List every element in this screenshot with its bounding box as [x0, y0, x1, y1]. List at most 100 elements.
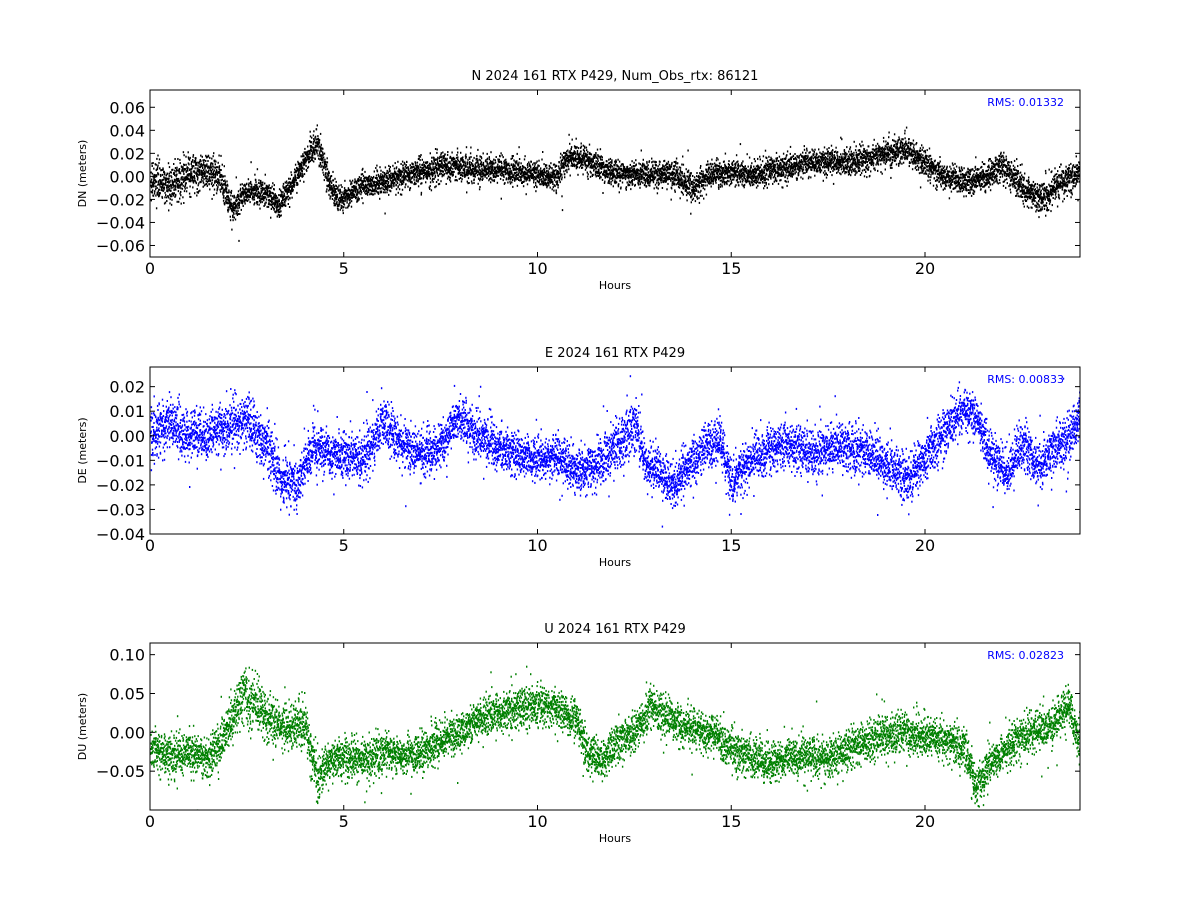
data-point: [536, 176, 539, 179]
data-point: [516, 184, 519, 187]
data-point: [168, 209, 170, 212]
data-point: [567, 164, 569, 167]
data-point: [528, 170, 531, 173]
data-point: [474, 170, 476, 173]
data-point: [303, 151, 305, 154]
data-point: [646, 173, 649, 176]
data-point: [205, 175, 207, 178]
data-point: [241, 190, 244, 193]
data-point: [535, 161, 537, 164]
data-point: [268, 199, 270, 201]
data-point: [364, 190, 367, 193]
data-point: [183, 168, 185, 170]
data-point: [435, 185, 437, 188]
data-point: [533, 169, 536, 172]
data-point: [391, 184, 393, 187]
data-point: [231, 208, 233, 210]
data-point: [437, 175, 440, 177]
data-point: [550, 173, 552, 176]
data-point: [201, 171, 203, 174]
data-point: [220, 176, 222, 178]
data-point: [519, 168, 522, 171]
data-point: [545, 184, 547, 187]
data-point: [640, 173, 642, 176]
data-point: [482, 175, 484, 178]
data-point: [654, 176, 657, 179]
data-point: [470, 146, 472, 149]
data-point: [198, 173, 201, 176]
data-point: [601, 162, 604, 164]
data-point: [661, 171, 663, 174]
data-point: [253, 186, 255, 189]
data-point: [368, 185, 371, 188]
data-point: [504, 171, 506, 174]
data-point: [646, 168, 648, 171]
data-point: [471, 182, 473, 185]
data-point: [607, 167, 610, 170]
data-point: [604, 176, 606, 179]
data-point: [287, 187, 289, 190]
data-point: [265, 198, 268, 201]
data-point: [188, 157, 190, 160]
data-point: [278, 198, 280, 201]
data-point: [633, 169, 635, 172]
data-point: [638, 169, 640, 172]
data-point: [270, 187, 272, 190]
data-point: [469, 168, 471, 171]
data-point: [368, 179, 370, 182]
data-point: [162, 167, 164, 170]
data-point: [529, 168, 531, 171]
data-point: [652, 181, 655, 184]
data-point: [571, 156, 573, 159]
data-point: [500, 161, 502, 163]
data-point: [355, 191, 357, 194]
data-point: [424, 165, 426, 167]
data-point: [435, 170, 437, 173]
data-point: [177, 169, 179, 172]
data-point: [417, 180, 419, 183]
data-point: [405, 175, 407, 178]
data-point: [473, 173, 475, 175]
data-point: [465, 146, 468, 149]
data-point: [559, 181, 561, 184]
data-point: [652, 178, 654, 181]
data-point: [179, 171, 181, 174]
data-point: [646, 181, 649, 184]
data-point: [398, 176, 400, 179]
data-point: [440, 153, 442, 156]
data-point: [617, 172, 619, 174]
data-point: [248, 185, 250, 188]
data-point: [180, 190, 182, 193]
data-point: [251, 185, 253, 188]
data-point: [631, 167, 633, 170]
data-point: [409, 180, 412, 183]
data-point: [474, 175, 476, 178]
data-point: [419, 166, 422, 169]
data-point: [597, 160, 599, 162]
data-point: [237, 190, 240, 193]
data-point: [377, 182, 379, 185]
data-point: [449, 176, 451, 179]
data-point: [539, 175, 542, 178]
data-point: [418, 170, 420, 173]
data-point: [575, 159, 577, 162]
data-point: [576, 146, 578, 149]
data-point: [271, 185, 273, 188]
data-point: [379, 187, 381, 190]
data-point: [224, 184, 227, 187]
data-point: [571, 165, 574, 167]
data-point: [523, 174, 525, 177]
data-point: [276, 196, 279, 199]
data-point: [313, 139, 315, 142]
data-point: [518, 158, 521, 160]
data-point: [172, 183, 174, 186]
data-point: [227, 206, 229, 209]
data-point: [155, 188, 157, 191]
data-point: [254, 192, 256, 195]
data-point: [321, 159, 323, 161]
data-point: [386, 179, 389, 182]
data-point: [266, 184, 268, 187]
data-point: [595, 153, 597, 156]
data-point: [643, 173, 645, 176]
data-point: [637, 170, 639, 173]
